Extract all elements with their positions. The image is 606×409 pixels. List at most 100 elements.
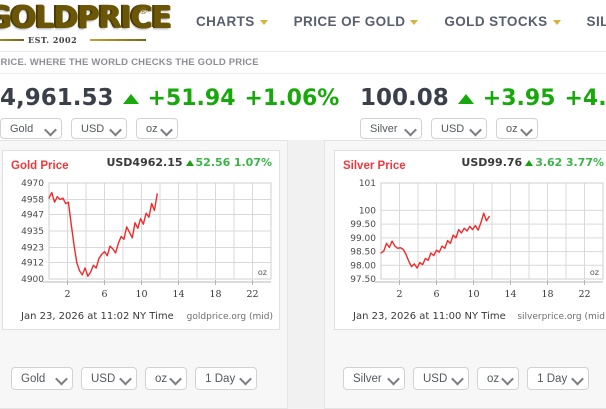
chart-footer-silver: Jan 23, 2026 at 11:00 NY Time silverpric… xyxy=(335,311,606,325)
panel-gold-selects: Gold USD oz 1 Day xyxy=(11,367,258,390)
svg-text:4970: 4970 xyxy=(21,179,44,189)
quote-gold-change: +51.94 xyxy=(147,85,236,111)
nav-label: SILVER P xyxy=(586,14,606,29)
svg-text:4958: 4958 xyxy=(21,195,44,205)
logo-established: EST. 2002 xyxy=(28,35,78,45)
logo-rule-right xyxy=(90,39,146,41)
select-currency[interactable]: USD xyxy=(413,367,469,390)
logo-wordmark: GOLDPRICE xyxy=(0,2,171,34)
svg-text:oz: oz xyxy=(590,268,599,277)
quote-silver-percent: +4.10% xyxy=(564,85,606,111)
svg-text:4912: 4912 xyxy=(21,259,44,269)
chart-quote-silver: USD99.76 3.62 3.77% xyxy=(461,156,604,169)
chart-panels: Gold Price USD4962.15 52.56 1.07% 4970 495… xyxy=(0,140,606,409)
svg-text:10: 10 xyxy=(135,289,147,300)
svg-text:98.00: 98.00 xyxy=(350,261,376,271)
chart-source: silverprice.org (mid xyxy=(517,312,605,322)
select-weight[interactable]: oz xyxy=(477,367,520,390)
logo-registered-mark: ® xyxy=(140,6,147,16)
nav-item-price-of-gold[interactable]: PRICE OF GOLD xyxy=(294,14,419,29)
svg-text:100: 100 xyxy=(359,206,376,216)
svg-text:6: 6 xyxy=(433,289,439,300)
chart-card-silver: Silver Price USD99.76 3.62 3.77% 101 100 99… xyxy=(334,150,606,330)
select-currency[interactable]: USD xyxy=(431,118,487,139)
quote-silver-line: 100.08 +3.95 +4.10% xyxy=(360,74,606,111)
svg-text:4923: 4923 xyxy=(21,243,44,253)
chart-quote-percent: 3.77% xyxy=(565,156,604,169)
quote-gold-line: 4,961.53 +51.94 +1.06% xyxy=(0,74,339,111)
chevron-down-icon xyxy=(259,20,268,25)
select-metal[interactable]: Gold xyxy=(0,118,62,139)
chart-quote-price: USD99.76 xyxy=(461,156,523,169)
site-header: GOLDPRICE ® EST. 2002 CHARTS PRICE OF GO… xyxy=(0,0,606,52)
triangle-up-icon xyxy=(457,94,474,104)
svg-text:22: 22 xyxy=(246,289,258,300)
quote-gold-selects: Gold USD oz xyxy=(0,111,339,139)
chart-card-gold: Gold Price USD4962.15 52.56 1.07% 4970 495… xyxy=(2,150,280,330)
svg-text:101: 101 xyxy=(359,179,376,189)
quote-silver-change: +3.95 xyxy=(482,85,556,111)
select-weight[interactable]: oz xyxy=(145,367,188,390)
chart-card-header: Gold Price USD4962.15 52.56 1.07% xyxy=(3,151,279,172)
chart-plot-gold[interactable]: 4970 4958 4947 4935 4923 4912 4900 2 6 10 14 18 22 oz xyxy=(3,177,281,303)
chart-title-gold: Gold Price xyxy=(11,160,69,172)
select-range[interactable]: 1 Day xyxy=(195,367,258,390)
chart-card-header: Silver Price USD99.76 3.62 3.77% xyxy=(335,151,606,172)
chart-quote-percent: 1.07% xyxy=(233,156,272,169)
svg-text:18: 18 xyxy=(541,289,553,300)
quote-gold: 4,961.53 +51.94 +1.06% Gold USD oz xyxy=(0,74,339,139)
select-metal[interactable]: Gold xyxy=(11,367,73,390)
select-range[interactable]: 1 Day xyxy=(527,367,590,390)
triangle-up-icon xyxy=(122,94,139,104)
chevron-down-icon xyxy=(552,20,561,25)
quote-silver: 100.08 +3.95 +4.10% Silver USD oz xyxy=(360,74,606,139)
select-weight[interactable]: oz xyxy=(136,118,178,139)
svg-text:4900: 4900 xyxy=(21,275,44,285)
svg-text:14: 14 xyxy=(504,289,516,300)
panel-silver: Silver Price USD99.76 3.62 3.77% 101 100 99… xyxy=(324,140,606,409)
svg-text:22: 22 xyxy=(578,289,590,300)
logo-rule-left xyxy=(0,39,24,41)
select-currency[interactable]: USD xyxy=(71,118,127,139)
nav-item-charts[interactable]: CHARTS xyxy=(196,14,268,29)
svg-text:14: 14 xyxy=(172,289,184,300)
chart-source: goldprice.org (mid) xyxy=(186,312,273,322)
svg-text:99.50: 99.50 xyxy=(350,220,376,230)
quote-gold-price: 4,961.53 xyxy=(0,85,114,111)
svg-text:98.50: 98.50 xyxy=(350,248,376,258)
chart-quote-gold: USD4962.15 52.56 1.07% xyxy=(106,156,272,169)
svg-text:10: 10 xyxy=(467,289,479,300)
svg-text:4935: 4935 xyxy=(21,227,44,237)
select-currency[interactable]: USD xyxy=(81,367,137,390)
svg-text:oz: oz xyxy=(258,268,267,277)
site-logo[interactable]: GOLDPRICE ® EST. 2002 xyxy=(0,2,171,48)
panel-silver-selects: Silver USD oz 1 Day xyxy=(343,367,590,390)
triangle-up-icon xyxy=(525,160,534,166)
nav-item-gold-stocks[interactable]: GOLD STOCKS xyxy=(444,14,561,29)
chart-plot-silver[interactable]: 101 100 99.50 99.00 98.50 98.00 97.50 2 6 10 14 18 2… xyxy=(335,177,606,303)
site-tagline: PRICE. WHERE THE WORLD CHECKS THE GOLD P… xyxy=(0,57,259,68)
select-metal[interactable]: Silver xyxy=(360,118,422,139)
chevron-down-icon xyxy=(410,20,419,25)
nav-item-silver-price[interactable]: SILVER P xyxy=(587,14,606,29)
svg-text:4947: 4947 xyxy=(21,211,44,221)
svg-text:99.00: 99.00 xyxy=(350,234,376,244)
chart-title-silver: Silver Price xyxy=(343,160,406,172)
svg-text:2: 2 xyxy=(396,289,402,300)
nav-label: CHARTS xyxy=(196,14,255,29)
nav-label: PRICE OF GOLD xyxy=(293,14,406,29)
triangle-up-icon xyxy=(185,160,194,166)
select-metal[interactable]: Silver xyxy=(343,367,405,390)
chart-timestamp: Jan 23, 2026 at 11:02 NY Time xyxy=(21,311,174,322)
chart-quote-price: USD4962.15 xyxy=(106,156,183,169)
site-tagline-bar: PRICE. WHERE THE WORLD CHECKS THE GOLD P… xyxy=(0,52,606,74)
main-navigation: CHARTS PRICE OF GOLD GOLD STOCKS SILVER … xyxy=(196,14,606,29)
svg-text:18: 18 xyxy=(209,289,221,300)
chart-timestamp: Jan 23, 2026 at 11:00 NY Time xyxy=(353,311,506,322)
nav-label: GOLD STOCKS xyxy=(444,14,548,29)
chart-quote-change: 52.56 xyxy=(195,156,231,169)
chart-quote-change: 3.62 xyxy=(535,156,563,169)
panel-gold: Gold Price USD4962.15 52.56 1.07% 4970 495… xyxy=(0,140,288,409)
select-weight[interactable]: oz xyxy=(496,118,538,139)
